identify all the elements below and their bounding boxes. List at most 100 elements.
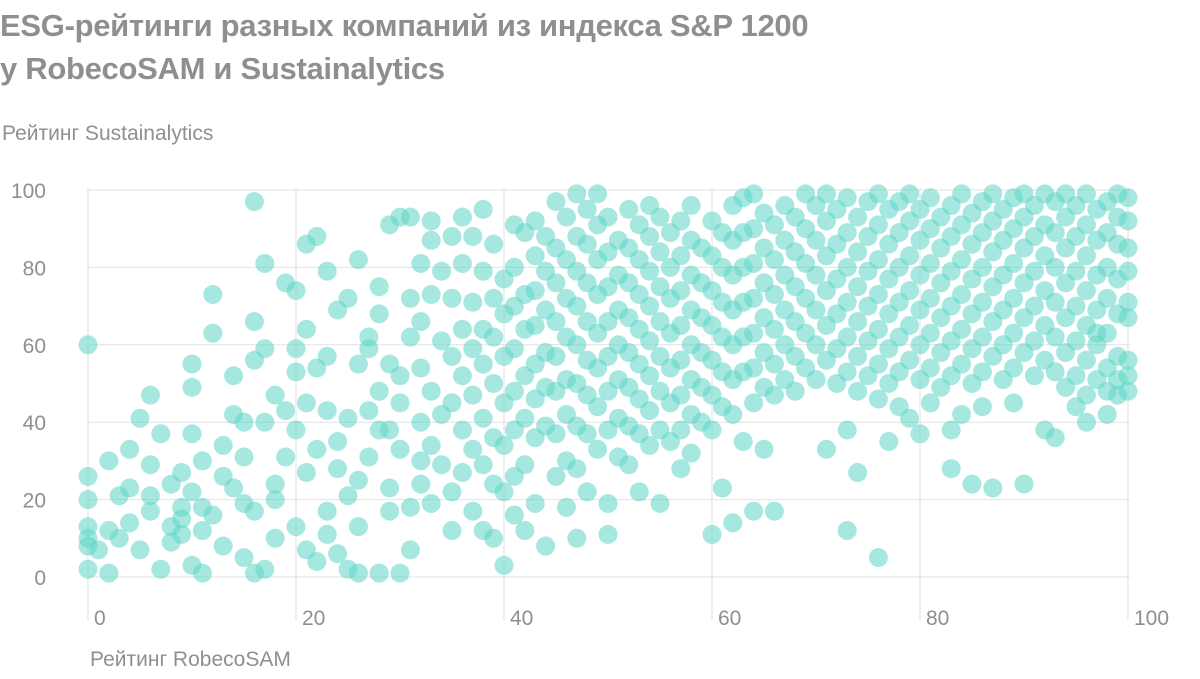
data-point — [920, 288, 940, 308]
data-point — [1066, 366, 1086, 386]
data-point — [619, 455, 639, 475]
data-point — [484, 327, 504, 347]
data-point — [348, 563, 368, 583]
data-point — [598, 524, 618, 544]
data-point — [140, 486, 160, 506]
data-point — [1004, 288, 1024, 308]
data-point — [744, 219, 764, 239]
data-point — [900, 408, 920, 428]
data-point — [837, 521, 857, 541]
data-point — [754, 439, 774, 459]
x-tick-label: 100 — [1134, 607, 1169, 630]
data-point — [848, 463, 868, 483]
data-point — [744, 254, 764, 274]
data-point — [868, 389, 888, 409]
data-point — [494, 555, 514, 575]
data-point — [348, 250, 368, 270]
data-point — [244, 312, 264, 332]
data-point — [972, 397, 992, 417]
data-point — [1004, 358, 1024, 378]
y-tick-label: 100 — [11, 180, 46, 203]
data-point — [744, 358, 764, 378]
data-point — [192, 451, 212, 471]
data-point — [525, 493, 545, 513]
data-point — [806, 335, 826, 355]
data-point — [421, 381, 441, 401]
data-point — [442, 482, 462, 502]
data-point — [941, 459, 961, 479]
data-point — [848, 346, 868, 366]
data-point — [920, 188, 940, 208]
data-point — [577, 199, 597, 219]
data-point — [1118, 366, 1138, 386]
data-point — [972, 327, 992, 347]
data-point — [234, 447, 254, 467]
data-point — [837, 327, 857, 347]
y-tick-label: 80 — [23, 257, 46, 280]
data-point — [879, 432, 899, 452]
data-point — [848, 242, 868, 262]
data-point — [629, 482, 649, 502]
data-point — [182, 424, 202, 444]
data-point — [640, 296, 660, 316]
data-point — [1118, 211, 1138, 231]
data-point — [952, 319, 972, 339]
data-point — [432, 455, 452, 475]
data-point — [182, 354, 202, 374]
data-point — [848, 312, 868, 332]
data-point — [265, 385, 285, 405]
data-point — [172, 509, 192, 529]
data-point — [671, 246, 691, 266]
data-point — [1045, 292, 1065, 312]
data-point — [421, 211, 441, 231]
data-point — [203, 323, 223, 343]
data-point — [816, 184, 836, 204]
data-point — [140, 501, 160, 521]
y-axis-label: Рейтинг Sustainalytics — [2, 122, 214, 145]
data-point — [504, 381, 524, 401]
data-point — [442, 393, 462, 413]
data-point — [203, 505, 223, 525]
data-point — [265, 474, 285, 494]
data-point — [421, 493, 441, 513]
x-tick-label: 80 — [926, 607, 949, 630]
data-point — [317, 401, 337, 421]
data-point — [307, 439, 327, 459]
data-point — [1118, 350, 1138, 370]
data-point — [182, 377, 202, 397]
data-point — [390, 393, 410, 413]
data-point — [244, 501, 264, 521]
data-point — [910, 424, 930, 444]
x-tick-label: 0 — [94, 607, 106, 630]
data-point — [359, 447, 379, 467]
data-point — [99, 451, 119, 471]
data-point — [421, 284, 441, 304]
data-point — [640, 331, 660, 351]
data-point — [234, 548, 254, 568]
data-point — [473, 354, 493, 374]
chart-title-line-2: у RobecoSAM и Sustainalytics — [0, 51, 445, 86]
data-point — [359, 327, 379, 347]
data-point — [109, 528, 129, 548]
chart-title: ESG-рейтинги разных компаний из индекса … — [0, 4, 1190, 90]
y-tick-label: 20 — [23, 490, 46, 513]
data-point — [546, 273, 566, 293]
data-point — [463, 385, 483, 405]
data-point — [806, 230, 826, 250]
data-point — [952, 284, 972, 304]
data-point — [473, 261, 493, 281]
data-point — [151, 424, 171, 444]
data-point — [390, 563, 410, 583]
data-point — [452, 254, 472, 274]
data-point — [650, 242, 670, 262]
data-point — [723, 513, 743, 533]
data-point — [671, 459, 691, 479]
data-point — [380, 420, 400, 440]
data-point — [744, 393, 764, 413]
data-point — [546, 312, 566, 332]
data-point — [702, 420, 722, 440]
data-point — [359, 401, 379, 421]
x-tick-label: 40 — [510, 607, 533, 630]
data-point — [1024, 366, 1044, 386]
data-point — [1118, 188, 1138, 208]
